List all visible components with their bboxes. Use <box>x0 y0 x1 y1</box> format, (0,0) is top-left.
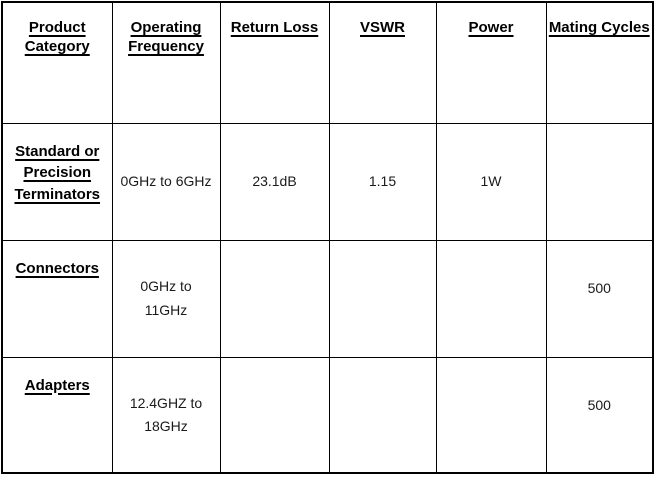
col-header-operating-frequency: Operating Frequency <box>111 1 221 124</box>
col-header-vswr: VSWR <box>328 1 437 124</box>
cell-mating-cycles <box>545 122 654 241</box>
table-row-terminators: Standard or Precision Terminators 0GHz t… <box>1 122 654 241</box>
cell-return-loss <box>219 356 330 474</box>
col-header-mating-cycles: Mating Cycles <box>545 1 654 124</box>
col-header-power: Power <box>435 1 547 124</box>
cell-operating-frequency: 12.4GHZ to 18GHz <box>111 356 221 474</box>
cell-vswr <box>328 356 437 474</box>
col-header-return-loss: Return Loss <box>219 1 330 124</box>
cell-mating-cycles: 500 <box>545 239 654 358</box>
cell-category: Connectors <box>1 239 113 358</box>
header-row: Product Category Operating Frequency Ret… <box>1 1 654 124</box>
cell-power <box>435 356 547 474</box>
cell-vswr: 1.15 <box>328 122 437 241</box>
cell-return-loss <box>219 239 330 358</box>
table-row-adapters: Adapters 12.4GHZ to 18GHz 500 <box>1 356 654 474</box>
cell-power: 1W <box>435 122 547 241</box>
table-row-connectors: Connectors 0GHz to 11GHz 500 <box>1 239 654 358</box>
cell-operating-frequency: 0GHz to 6GHz <box>111 122 221 241</box>
cell-operating-frequency: 0GHz to 11GHz <box>111 239 221 358</box>
cell-mating-cycles: 500 <box>545 356 654 474</box>
col-header-product-category: Product Category <box>1 1 113 124</box>
cell-return-loss: 23.1dB <box>219 122 330 241</box>
cell-power <box>435 239 547 358</box>
cell-vswr <box>328 239 437 358</box>
cell-category: Standard or Precision Terminators <box>1 122 113 241</box>
cell-category: Adapters <box>1 356 113 474</box>
